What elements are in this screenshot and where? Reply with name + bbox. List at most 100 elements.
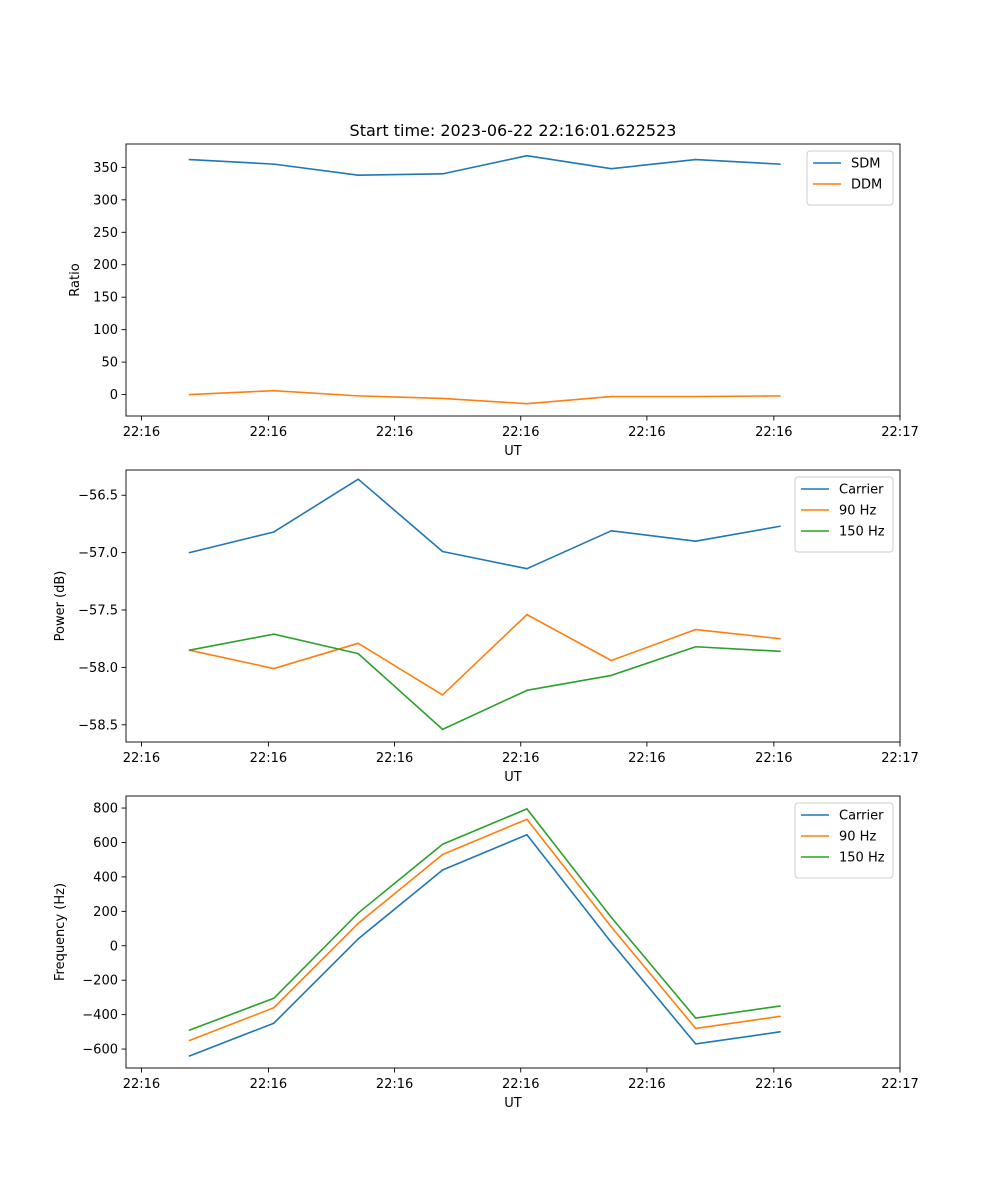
y-tick-label: 300 — [93, 193, 118, 208]
y-tick-label: 100 — [93, 323, 118, 338]
data-point — [694, 540, 697, 542]
y-axis-label: Power (dB) — [53, 571, 68, 642]
data-point — [779, 1031, 781, 1033]
legend-label: SDM — [851, 157, 880, 172]
data-point — [610, 926, 613, 928]
data-point — [273, 633, 275, 635]
data-point — [441, 397, 444, 400]
data-point — [273, 389, 275, 392]
axes-frame — [125, 143, 901, 417]
y-axis-label: Frequency (Hz) — [53, 883, 68, 981]
series-line-ddm — [189, 389, 781, 405]
data-point — [610, 395, 613, 398]
y-tick-label: −57.0 — [78, 546, 118, 561]
x-tick-label: 22:16 — [502, 425, 539, 440]
y-tick-label: 350 — [93, 161, 118, 176]
data-point — [526, 818, 528, 821]
data-point — [694, 1043, 697, 1045]
data-point — [526, 689, 528, 692]
data-point — [779, 163, 781, 165]
x-tick-label: 22:16 — [250, 425, 287, 440]
data-point — [694, 1027, 697, 1030]
data-point — [273, 163, 275, 165]
y-tick-label: −200 — [82, 974, 118, 989]
data-point — [188, 393, 191, 396]
y-axis-label: Ratio — [68, 263, 83, 296]
subplots: 22:16 22:16 22:16 22:16 22:16 22:16 22:17 0 50 10… — [53, 143, 919, 1111]
data-point — [441, 728, 444, 731]
data-point — [273, 1006, 275, 1009]
data-point — [357, 652, 360, 655]
data-point — [441, 694, 444, 696]
x-tick-label: 22:16 — [755, 751, 792, 766]
data-point — [441, 173, 444, 175]
x-tick-label: 22:16 — [123, 751, 160, 766]
y-tick-label: 200 — [93, 258, 118, 273]
legend: Carrier 90 Hz 150 Hz — [794, 802, 894, 879]
y-tick-label: 0 — [110, 939, 118, 954]
y-tick-label: 50 — [101, 356, 118, 371]
figure-title: Start time: 2023-06-22 22:16:01.622523 — [350, 121, 677, 140]
x-tick-label: 22:17 — [881, 751, 918, 766]
data-point — [694, 1017, 697, 1019]
legend: Carrier 90 Hz 150 Hz — [794, 476, 894, 553]
y-tick-label: −600 — [82, 1043, 118, 1058]
data-point — [779, 1005, 781, 1007]
x-tick-label: 22:16 — [376, 1077, 413, 1092]
data-point — [610, 167, 613, 170]
legend-label: Carrier — [839, 483, 884, 498]
subplot-3: 22:16 22:16 22:16 22:16 22:16 22:16 22:17 −600 −… — [53, 795, 919, 1111]
data-point — [273, 531, 275, 533]
data-point — [357, 395, 360, 397]
data-point — [441, 550, 444, 553]
legend-box — [806, 150, 894, 206]
data-point — [188, 649, 191, 651]
data-point — [610, 530, 613, 532]
x-axis-label: UT — [504, 770, 522, 785]
data-point — [526, 567, 528, 570]
y-tick-label: 800 — [93, 802, 118, 817]
data-point — [441, 853, 444, 856]
data-point — [188, 551, 191, 554]
x-tick-label: 22:16 — [250, 1077, 287, 1092]
data-point — [188, 1029, 191, 1031]
series-line-carrier — [189, 833, 781, 1057]
legend-label: 90 Hz — [839, 830, 876, 845]
data-point — [779, 525, 781, 528]
legend-label: 150 Hz — [839, 851, 885, 866]
x-tick-label: 22:16 — [502, 751, 539, 766]
data-point — [441, 869, 444, 871]
data-point — [779, 650, 781, 653]
y-tick-label: 400 — [93, 870, 118, 885]
data-point — [357, 938, 360, 940]
x-tick-label: 22:16 — [250, 751, 287, 766]
x-tick-label: 22:16 — [376, 751, 413, 766]
x-tick-label: 22:16 — [502, 1077, 539, 1092]
series-line-150-hz — [189, 808, 781, 1031]
x-tick-label: 22:16 — [755, 425, 792, 440]
series-line-carrier — [189, 478, 781, 570]
x-tick-label: 22:16 — [123, 1077, 160, 1092]
series-line-sdm — [189, 154, 781, 176]
x-tick-label: 22:16 — [376, 425, 413, 440]
data-point — [694, 628, 697, 631]
data-point — [357, 478, 360, 480]
legend-label: DDM — [851, 178, 882, 193]
series-line-90-hz — [189, 613, 781, 696]
data-point — [357, 922, 360, 925]
y-tick-label: −57.5 — [78, 604, 118, 619]
y-tick-label: −58.5 — [78, 718, 118, 733]
x-tick-label: 22:16 — [123, 425, 160, 440]
y-tick-label: 150 — [93, 291, 118, 306]
legend-label: Carrier — [839, 809, 884, 824]
y-tick-label: −58.0 — [78, 661, 118, 676]
y-tick-label: 0 — [110, 388, 118, 403]
data-point — [526, 154, 528, 157]
subplot-2: 22:16 22:16 22:16 22:16 22:16 22:16 22:17 −58.5… — [53, 469, 919, 785]
series-line-90-hz — [189, 818, 781, 1042]
data-point — [779, 1015, 781, 1018]
data-point — [188, 158, 191, 161]
data-point — [357, 174, 360, 176]
data-point — [610, 674, 613, 677]
legend-box — [794, 802, 894, 879]
